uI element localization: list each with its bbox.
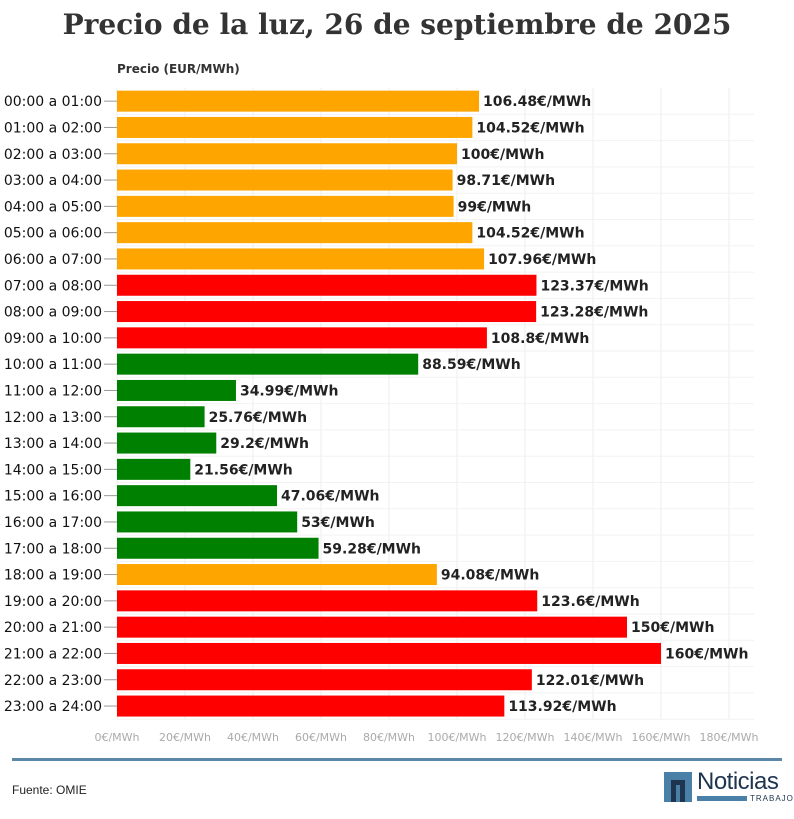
bar bbox=[117, 458, 191, 480]
logo-bar bbox=[697, 796, 747, 801]
x-tick-label: 140€/MWh bbox=[563, 731, 622, 744]
bar bbox=[117, 537, 319, 559]
x-axis-title: Precio (EUR/MWh) bbox=[117, 62, 240, 76]
data-label: 123.37€/MWh bbox=[540, 278, 648, 294]
x-tick-label: 100€/MWh bbox=[427, 731, 486, 744]
data-label: 59.28€/MWh bbox=[323, 541, 421, 557]
noticias-trabajo-logo: Noticias TRABAJO bbox=[664, 768, 793, 804]
y-tick-label: 07:00 a 08:00 bbox=[4, 278, 102, 294]
data-label: 47.06€/MWh bbox=[281, 489, 379, 505]
x-tick-label: 60€/MWh bbox=[295, 731, 347, 744]
bar bbox=[117, 222, 473, 244]
logo-mark-icon bbox=[664, 772, 692, 802]
data-label: 107.96€/MWh bbox=[488, 252, 596, 268]
bar bbox=[117, 116, 473, 138]
bar-chart: Precio (EUR/MWh) 0€/MWh 20€/MWh 40€/MWh 60€/… bbox=[4, 62, 759, 744]
bar bbox=[117, 590, 538, 612]
y-tick-label: 05:00 a 06:00 bbox=[4, 226, 102, 242]
logo-sub: TRABAJO bbox=[750, 794, 794, 803]
y-tick-label: 18:00 a 19:00 bbox=[4, 568, 102, 584]
data-label: 25.76€/MWh bbox=[209, 410, 307, 426]
bar bbox=[117, 564, 437, 586]
bar bbox=[117, 301, 537, 323]
y-tick-label: 01:00 a 02:00 bbox=[4, 120, 102, 136]
bar bbox=[117, 274, 537, 296]
data-label: 94.08€/MWh bbox=[441, 568, 539, 584]
bar bbox=[117, 90, 480, 112]
bar bbox=[117, 379, 236, 401]
bar bbox=[117, 511, 298, 533]
data-label: 100€/MWh bbox=[461, 147, 544, 163]
data-label: 29.2€/MWh bbox=[220, 436, 309, 452]
y-tick-label: 17:00 a 18:00 bbox=[4, 541, 102, 557]
y-tick-label: 19:00 a 20:00 bbox=[4, 594, 102, 610]
source-note: Fuente: OMIE bbox=[12, 783, 87, 797]
y-tick-label: 02:00 a 03:00 bbox=[4, 147, 102, 163]
data-label: 160€/MWh bbox=[665, 646, 748, 662]
y-tick-label: 09:00 a 10:00 bbox=[4, 331, 102, 347]
data-label: 53€/MWh bbox=[301, 515, 375, 531]
data-label: 104.52€/MWh bbox=[476, 226, 584, 242]
data-label: 88.59€/MWh bbox=[422, 357, 520, 373]
y-tick-label: 08:00 a 09:00 bbox=[4, 305, 102, 321]
y-tick-label: 14:00 a 15:00 bbox=[4, 462, 102, 478]
data-label: 99€/MWh bbox=[458, 199, 532, 215]
y-tick-label: 10:00 a 11:00 bbox=[4, 357, 102, 373]
x-tick-label: 120€/MWh bbox=[495, 731, 554, 744]
bar bbox=[117, 432, 217, 454]
logo-name: Noticias bbox=[697, 768, 779, 795]
bar bbox=[117, 353, 419, 375]
data-label: 123.28€/MWh bbox=[540, 305, 648, 321]
x-tick-label: 160€/MWh bbox=[631, 731, 690, 744]
bar bbox=[117, 669, 532, 691]
data-label: 122.01€/MWh bbox=[536, 673, 644, 689]
data-label: 34.99€/MWh bbox=[240, 383, 338, 399]
bar bbox=[117, 406, 205, 428]
y-tick-label: 06:00 a 07:00 bbox=[4, 252, 102, 268]
y-tick-label: 03:00 a 04:00 bbox=[4, 173, 102, 189]
bar bbox=[117, 695, 505, 717]
y-tick-label: 16:00 a 17:00 bbox=[4, 515, 102, 531]
bar bbox=[117, 169, 453, 191]
y-tick-label: 04:00 a 05:00 bbox=[4, 199, 102, 215]
bar bbox=[117, 485, 278, 507]
x-tick-label: 0€/MWh bbox=[94, 731, 139, 744]
y-tick-label: 20:00 a 21:00 bbox=[4, 620, 102, 636]
bar bbox=[117, 248, 485, 270]
y-tick-label: 23:00 a 24:00 bbox=[4, 699, 102, 715]
data-label: 98.71€/MWh bbox=[457, 173, 555, 189]
x-tick-label: 180€/MWh bbox=[699, 731, 758, 744]
bar bbox=[117, 642, 661, 664]
bar bbox=[117, 195, 454, 217]
y-tick-label: 00:00 a 01:00 bbox=[4, 94, 102, 110]
data-label: 104.52€/MWh bbox=[476, 120, 584, 136]
y-tick-label: 21:00 a 22:00 bbox=[4, 646, 102, 662]
y-tick-label: 13:00 a 14:00 bbox=[4, 436, 102, 452]
data-label: 108.8€/MWh bbox=[491, 331, 589, 347]
data-label: 150€/MWh bbox=[631, 620, 714, 636]
y-tick-label: 11:00 a 12:00 bbox=[4, 383, 102, 399]
divider bbox=[12, 758, 782, 761]
chart-title: Precio de la luz, 26 de septiembre de 20… bbox=[62, 8, 732, 41]
data-label: 106.48€/MWh bbox=[483, 94, 591, 110]
x-tick-label: 40€/MWh bbox=[227, 731, 279, 744]
data-label: 123.6€/MWh bbox=[541, 594, 639, 610]
x-tick-label: 20€/MWh bbox=[159, 731, 211, 744]
bar bbox=[117, 143, 457, 165]
y-tick-label: 22:00 a 23:00 bbox=[4, 673, 102, 689]
bar bbox=[117, 327, 487, 349]
x-tick-label: 80€/MWh bbox=[363, 731, 415, 744]
data-label: 21.56€/MWh bbox=[194, 462, 292, 478]
bar bbox=[117, 616, 627, 638]
y-tick-label: 15:00 a 16:00 bbox=[4, 489, 102, 505]
data-label: 113.92€/MWh bbox=[508, 699, 616, 715]
y-tick-label: 12:00 a 13:00 bbox=[4, 410, 102, 426]
